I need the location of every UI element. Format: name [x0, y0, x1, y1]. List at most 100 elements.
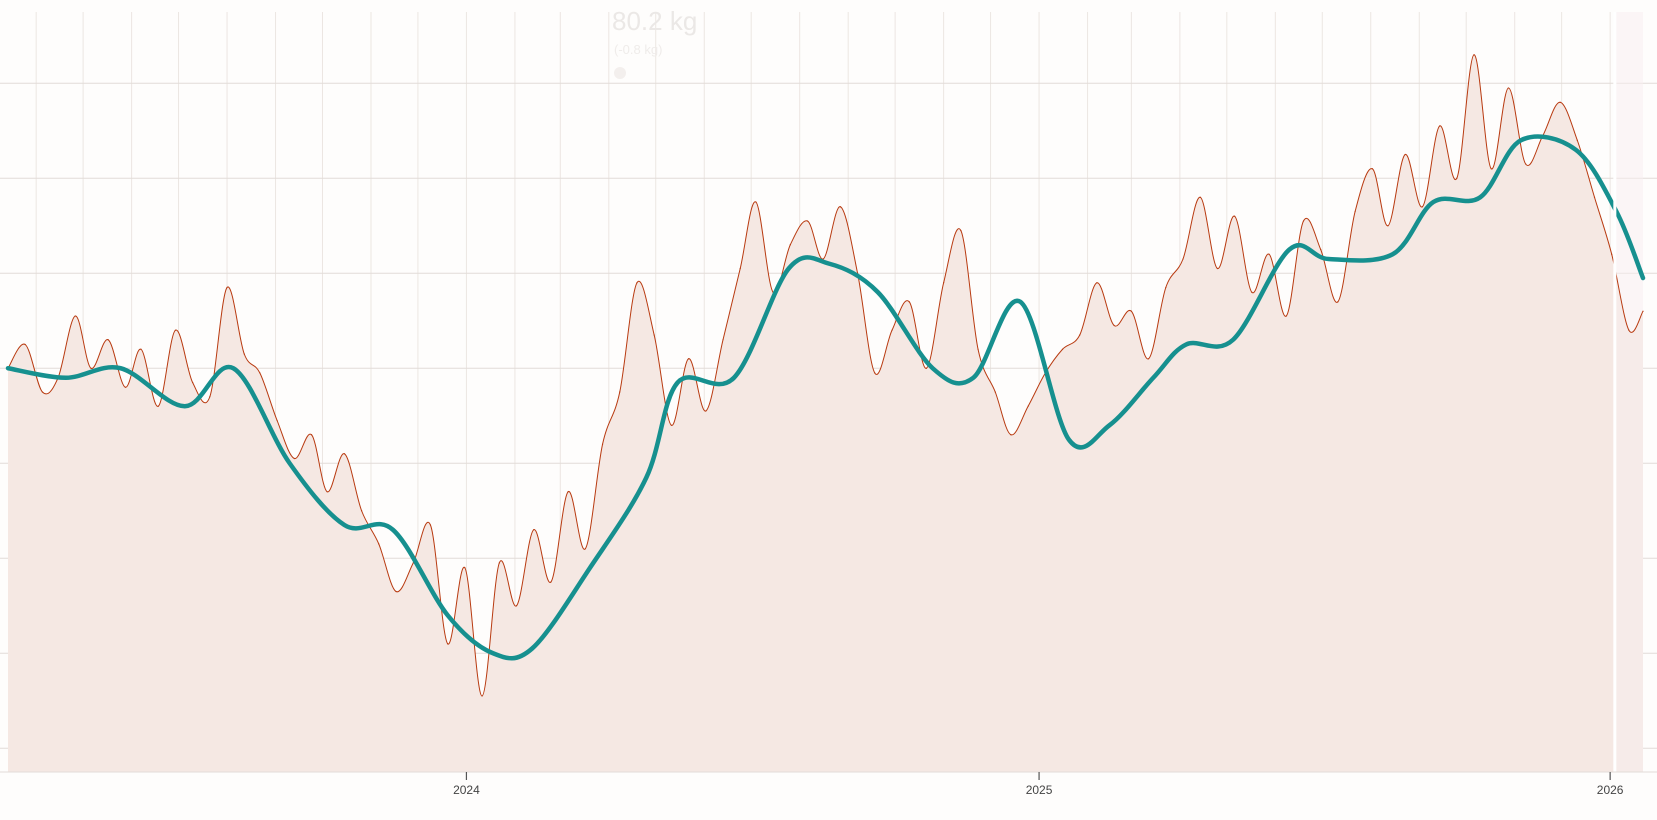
x-axis: 2024 2025 2026: [0, 771, 1657, 797]
raw-weight-point: [1354, 210, 1356, 213]
raw-weight-point: [960, 229, 962, 232]
raw-weight-point: [124, 386, 126, 388]
x-tick-label: 2024: [453, 783, 480, 797]
raw-weight-point: [481, 695, 483, 697]
raw-weight-point: [687, 358, 690, 360]
raw-weight-point: [806, 220, 809, 222]
raw-weight-point: [464, 567, 466, 569]
raw-weight-point: [1096, 282, 1098, 284]
raw-weight-point: [874, 372, 876, 374]
raw-weight-point: [226, 286, 228, 289]
raw-weight-point: [74, 315, 76, 317]
raw-weight-point: [1251, 291, 1253, 293]
raw-weight-point: [1285, 315, 1287, 317]
raw-weight-point: [925, 367, 928, 369]
series-layer: [5, 12, 1646, 772]
raw-weight-point: [1593, 196, 1596, 198]
x-tick-label: 2025: [1026, 783, 1053, 797]
raw-weight-point: [515, 605, 518, 607]
raw-weight-point: [447, 643, 449, 645]
raw-weight-point: [24, 343, 26, 346]
raw-weight-point: [1576, 139, 1578, 141]
raw-weight-point: [378, 543, 380, 545]
tooltip-delta: (-0.8 kg): [614, 42, 662, 57]
raw-weight-point: [1079, 334, 1081, 336]
raw-weight-point: [1456, 177, 1458, 179]
raw-weight-point: [1320, 248, 1322, 251]
raw-weight-point: [276, 419, 278, 422]
raw-weight-point: [1113, 324, 1115, 327]
area-fill-layer: [8, 12, 1643, 772]
raw-weight-line: [7, 54, 1644, 697]
raw-weight-point: [41, 391, 44, 393]
raw-weight-point: [1199, 196, 1201, 198]
raw-weight-point: [908, 301, 910, 303]
raw-weight-point: [1010, 434, 1012, 436]
raw-weight-point: [1130, 310, 1132, 312]
raw-weight-point: [192, 381, 194, 384]
raw-weight-point: [739, 267, 741, 270]
raw-weight-point: [1165, 286, 1167, 289]
raw-weight-point: [1061, 348, 1064, 350]
raw-weight-point: [1525, 163, 1527, 165]
raw-weight-point: [1507, 87, 1510, 89]
raw-weight-point: [670, 424, 672, 426]
raw-weight-point: [243, 353, 245, 355]
raw-weight-point: [1490, 168, 1492, 170]
raw-weight-point: [209, 396, 211, 398]
raw-weight-point: [1559, 101, 1561, 103]
tooltip-value: 80.2 kg: [612, 6, 697, 36]
tooltip: 80.2 kg (-0.8 kg): [612, 6, 697, 79]
raw-weight-point: [584, 548, 586, 550]
raw-weight-point: [839, 206, 841, 208]
raw-weight-point: [1216, 267, 1219, 270]
raw-weight-point: [943, 282, 945, 284]
raw-weight-point: [310, 434, 313, 436]
raw-weight-point: [429, 524, 432, 526]
raw-weight-point: [1439, 125, 1441, 127]
raw-weight-point: [1642, 310, 1644, 312]
raw-weight-point: [1182, 258, 1184, 260]
raw-weight-point: [619, 391, 621, 393]
raw-weight-point: [1404, 153, 1406, 156]
raw-weight-point: [1027, 405, 1029, 407]
raw-weight-point: [343, 453, 345, 455]
raw-weight-point: [90, 367, 92, 369]
raw-weight-point: [891, 329, 893, 331]
raw-weight-area: [8, 54, 1643, 772]
raw-weight-point: [1628, 329, 1630, 331]
raw-weight-point: [293, 457, 295, 460]
raw-weight-point: [1611, 253, 1613, 255]
raw-weight-point: [567, 491, 569, 493]
raw-weight-point: [498, 562, 500, 564]
raw-weight-point: [601, 443, 604, 445]
raw-weight-point: [1421, 206, 1423, 208]
raw-weight-point: [533, 529, 535, 531]
raw-weight-point: [1473, 54, 1475, 56]
raw-weight-point: [174, 329, 177, 331]
raw-weight-point: [1387, 225, 1389, 227]
raw-weight-point: [107, 339, 109, 341]
raw-weight-point: [1371, 168, 1373, 170]
raw-weight-point: [1268, 253, 1270, 255]
raw-weight-point: [395, 590, 397, 593]
recent-period-band: [1614, 12, 1643, 772]
raw-weight-point: [1147, 358, 1150, 360]
raw-weight-point: [755, 201, 757, 203]
raw-weight-point: [636, 282, 638, 284]
trend-weight-line: [5, 134, 1646, 661]
raw-weight-point: [1234, 215, 1236, 217]
x-tick-label: 2026: [1597, 783, 1624, 797]
raw-weight-point: [550, 581, 552, 583]
raw-weight-point: [994, 391, 996, 393]
raw-weight-point: [1302, 220, 1305, 222]
raw-weight-point: [140, 348, 142, 350]
raw-weight-point: [705, 410, 707, 412]
raw-weight-point: [977, 348, 979, 350]
raw-weight-point: [789, 244, 791, 246]
raw-weight-point: [157, 405, 159, 407]
tooltip-marker-dot: [614, 67, 626, 79]
raw-weight-point: [360, 510, 363, 512]
raw-weight-point: [1337, 301, 1339, 303]
